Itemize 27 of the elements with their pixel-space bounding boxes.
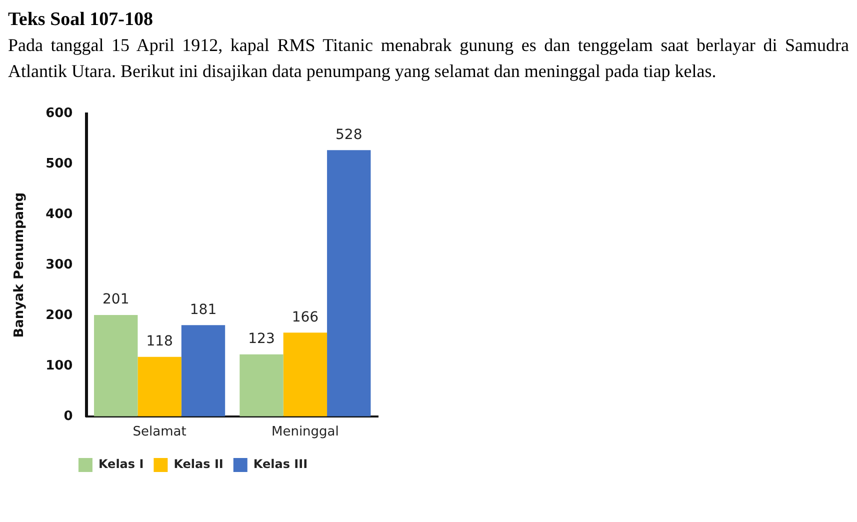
bar [138, 356, 182, 416]
chart-title: Teks Soal 107-108 [8, 8, 154, 32]
text: Pada tanggal 15 April 1912, kapal RMS Titanic menabrak gunung es dan tenggelam saat berlayar di Samudra Atlantik Utara. Berikut ini disajikan data penumpang yang selamat dan meninggal pada tiap kelas. [8, 34, 849, 83]
y-tick-label: 400 [46, 207, 73, 222]
y-tick-label: 600 [46, 106, 73, 122]
bar [240, 354, 284, 416]
data-label: 166 [292, 309, 319, 326]
y-tick-label: 0 [64, 408, 73, 424]
data-label: 201 [102, 292, 130, 308]
data-label: 123 [248, 331, 275, 348]
legend-label: Kelas II [174, 457, 224, 472]
legend-label: Kelas III [253, 457, 308, 472]
legend-label: Kelas I [98, 457, 144, 472]
bar [327, 150, 371, 416]
bar [181, 325, 226, 416]
data-label: 118 [146, 334, 173, 350]
data-label: 528 [336, 126, 362, 143]
y-tick-label: 500 [46, 156, 73, 172]
bar [94, 315, 138, 416]
y-tick-label: 100 [46, 358, 73, 374]
x-tick-label: Selamat [132, 424, 186, 440]
data-label: 181 [190, 302, 217, 318]
y-axis-title: Banyak Penumpang [12, 192, 28, 338]
y-tick-label: 200 [46, 308, 73, 323]
bar [283, 332, 328, 416]
x-tick-label: Meninggal [271, 424, 339, 440]
y-tick-label: 300 [46, 257, 73, 272]
